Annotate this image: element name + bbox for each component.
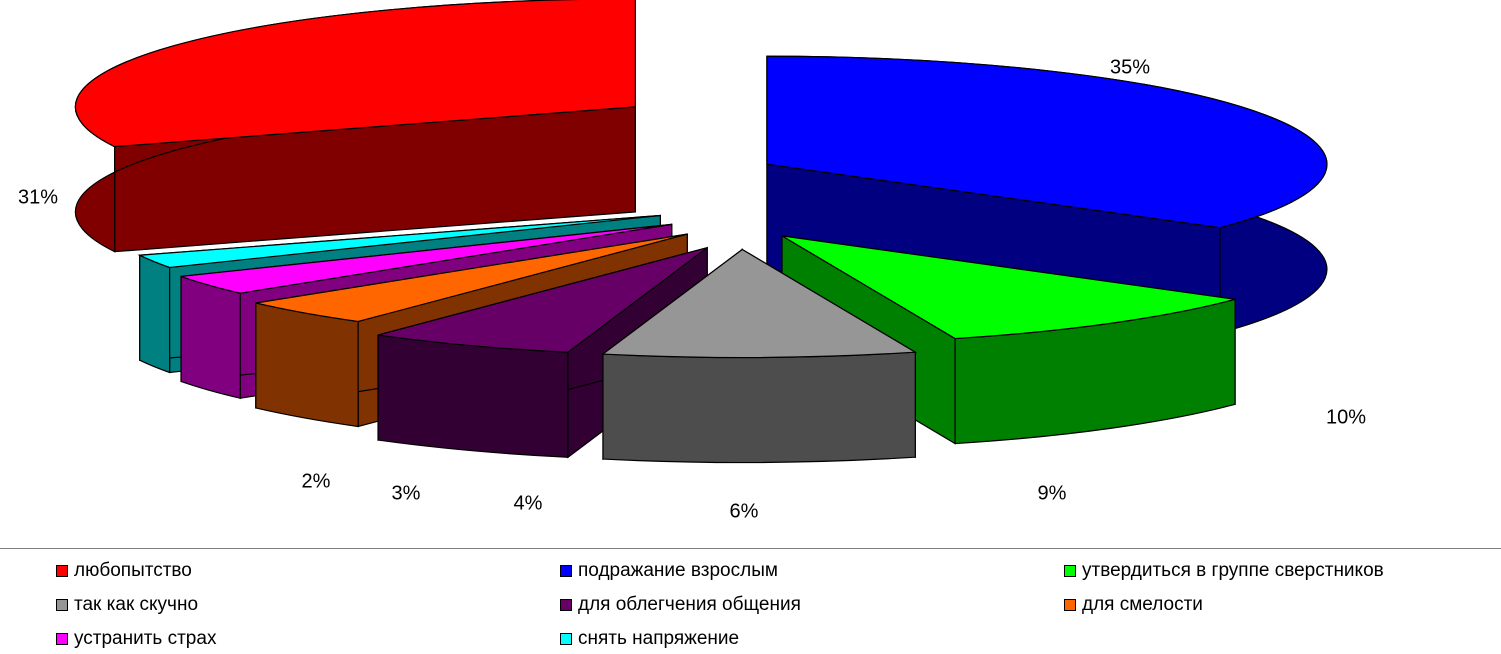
legend-label: так как скучно <box>74 594 199 615</box>
legend-item: любопытство <box>56 558 192 584</box>
slice-percent-label: 35% <box>1110 56 1150 78</box>
legend-swatch <box>560 599 572 611</box>
slice-percent-label: 2% <box>302 470 331 492</box>
legend-item: утвердиться в группе сверстников <box>1064 558 1384 584</box>
slice-percent-label: 31% <box>18 186 58 208</box>
legend-label: подражание взрослым <box>578 560 778 581</box>
legend-label: снять напряжение <box>578 628 740 649</box>
legend-swatch <box>56 565 68 577</box>
slice-percent-label: 9% <box>1038 482 1067 504</box>
legend-label: утвердиться в группе сверстников <box>1082 560 1384 581</box>
legend-item: для смелости <box>1064 592 1203 618</box>
slice-percent-label: 3% <box>392 482 421 504</box>
legend-item: для облегчения общения <box>560 592 801 618</box>
pie-chart-3d: 31% 35% 10% 9% 6% 4% 3% 2% <box>18 0 1366 522</box>
legend-swatch <box>560 565 572 577</box>
legend-swatch <box>56 599 68 611</box>
legend-item: так как скучно <box>56 592 198 618</box>
slice-percent-label: 4% <box>514 492 543 514</box>
legend-item: устранить страх <box>56 626 216 652</box>
slice-percent-label: 6% <box>730 500 759 522</box>
pie-slice <box>74 0 636 253</box>
legend: любопытство подражание взрослым утвердит… <box>0 548 1501 654</box>
chart-area: 31% 35% 10% 9% 6% 4% 3% 2% <box>18 0 1366 522</box>
legend-swatch <box>1064 599 1076 611</box>
legend-item: снять напряжение <box>560 626 739 652</box>
legend-swatch <box>560 633 572 645</box>
slice-percent-label: 10% <box>1326 406 1366 428</box>
legend-label: любопытство <box>74 560 192 581</box>
legend-label: для смелости <box>1082 594 1203 615</box>
legend-swatch <box>1064 565 1076 577</box>
legend-item: подражание взрослым <box>560 558 778 584</box>
pie-slice <box>601 248 918 464</box>
legend-label: устранить страх <box>74 628 217 649</box>
legend-label: для облегчения общения <box>578 594 801 615</box>
legend-swatch <box>56 633 68 645</box>
